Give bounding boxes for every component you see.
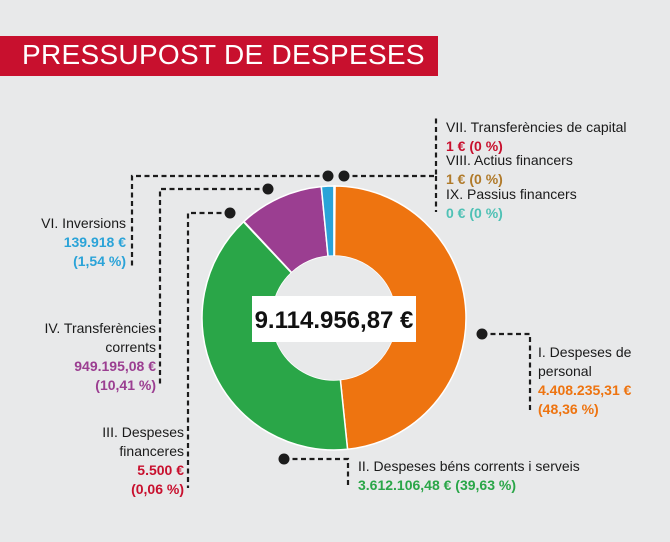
connector-vii-viii-ix [344, 118, 438, 178]
label-i-name-2: personal [538, 363, 592, 379]
label-i: I. Despeses de personal 4.408.235,31 € (… [538, 343, 631, 419]
connector-iii [186, 211, 230, 488]
total-label: 9.114.956,87 € [255, 307, 414, 334]
dot-i [476, 328, 488, 340]
dot-iv [262, 183, 274, 195]
label-ix-name: IX. Passius financers [446, 186, 577, 202]
connector-vi [130, 174, 328, 268]
dot-vi [322, 170, 334, 182]
dot-vii-viii [338, 170, 350, 182]
label-vii-value: 1 € (0 %) [446, 138, 503, 154]
label-vi-amount: 139.918 € [63, 234, 126, 250]
label-iv: IV. Transferències corrents 949.195,08 €… [44, 319, 156, 395]
slice-viii [333, 185, 336, 257]
chart-title: PRESSUPOST DE DESPESES [22, 39, 425, 70]
connector-i [482, 332, 532, 410]
label-ix: IX. Passius financers 0 € (0 %) [446, 185, 577, 223]
total-box [252, 296, 416, 342]
label-viii-name: VIII. Actius financers [446, 152, 573, 168]
label-iii-name-1: III. Despeses [102, 424, 184, 440]
label-iv-pct: (10,41 %) [95, 377, 156, 393]
label-iii-amount: 5.500 € [137, 462, 184, 478]
label-viii-value: 1 € (0 %) [446, 171, 503, 187]
label-vi-pct: (1,54 %) [73, 253, 126, 269]
label-iv-amount: 949.195,08 € [74, 358, 156, 374]
label-viii: VIII. Actius financers 1 € (0 %) [446, 151, 573, 189]
label-ii-name: II. Despeses béns corrents i serveis [358, 458, 580, 474]
label-i-name-1: I. Despeses de [538, 344, 632, 360]
connector-iv [158, 187, 268, 385]
label-iii-pct: (0,06 %) [131, 481, 184, 497]
connector-ii [284, 457, 350, 488]
label-vii: VII. Transferències de capital 1 € (0 %) [446, 118, 627, 156]
label-iv-name-2: corrents [105, 339, 156, 355]
label-ii-value: 3.612.106,48 € (39,63 %) [358, 477, 517, 493]
label-iii-name-2: financeres [119, 443, 184, 459]
label-vi: VI. Inversions 139.918 € (1,54 %) [41, 214, 126, 271]
label-i-pct: (48,36 %) [538, 401, 599, 417]
label-ix-value: 0 € (0 %) [446, 205, 503, 221]
title-banner: PRESSUPOST DE DESPESES [0, 36, 438, 76]
dot-ii [278, 453, 290, 465]
label-vii-name: VII. Transferències de capital [446, 119, 627, 135]
label-iv-name-1: IV. Transferències [44, 320, 156, 336]
label-i-amount: 4.408.235,31 € [538, 382, 632, 398]
label-iii: III. Despeses financeres 5.500 € (0,06 %… [102, 423, 184, 499]
label-ii: II. Despeses béns corrents i serveis 3.6… [358, 457, 580, 495]
dot-iii [224, 207, 236, 219]
label-vi-name: VI. Inversions [41, 215, 126, 231]
